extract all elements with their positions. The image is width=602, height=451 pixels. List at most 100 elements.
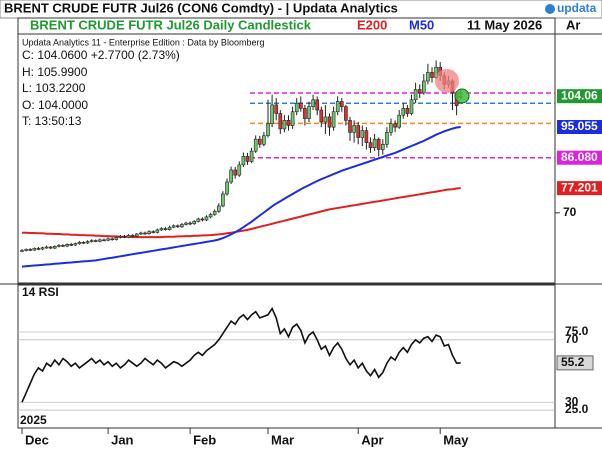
candle-body	[40, 247, 45, 250]
candle-body	[61, 245, 65, 247]
candle-body	[311, 99, 315, 107]
overlay	[435, 69, 470, 104]
logo-icon	[545, 4, 555, 14]
candle-body	[339, 101, 344, 107]
legend-m50: M50	[409, 17, 434, 32]
y-tick-label: 75.0	[565, 324, 589, 338]
candle-body	[249, 150, 254, 162]
candle-body	[274, 104, 279, 114]
y-tick-label: 25.0	[565, 402, 589, 416]
candle-body	[331, 111, 336, 128]
candle-body	[430, 72, 434, 78]
value-label-box	[556, 355, 594, 371]
y-tick-label: 70	[565, 332, 579, 346]
candle-body	[81, 241, 86, 244]
candle-body	[393, 123, 397, 128]
x-tick-label: Mar	[271, 432, 294, 447]
candle-body	[143, 232, 147, 235]
candle-body	[270, 104, 274, 125]
info-low: L: 103.2200	[22, 81, 86, 95]
candle-body	[368, 142, 373, 149]
candle-body	[315, 99, 320, 111]
candle-body	[28, 249, 33, 251]
candle-body	[196, 218, 201, 222]
candle-body	[44, 246, 49, 249]
candle-body	[20, 250, 24, 252]
candle-body	[257, 138, 262, 145]
candle-body	[106, 238, 110, 241]
candle-body	[266, 123, 270, 137]
candle-body	[89, 240, 94, 242]
candle-body	[397, 114, 402, 128]
candle-body	[225, 181, 229, 195]
candle-body	[147, 231, 151, 234]
y-tick-label: 30	[565, 394, 579, 408]
candle-body	[32, 248, 37, 251]
candle-body	[36, 248, 41, 250]
candle-body	[278, 113, 283, 130]
candle-body	[237, 164, 242, 176]
value-label-box	[557, 119, 602, 134]
value-label-box	[557, 181, 602, 196]
candle-body	[48, 246, 53, 249]
value-label: 95.055	[561, 119, 598, 133]
logo: updata	[557, 1, 597, 15]
candle-body	[380, 144, 385, 150]
candle-body	[167, 226, 172, 230]
candle-body	[139, 232, 143, 235]
candle-body	[204, 216, 209, 221]
value-label: 104.06	[561, 88, 598, 102]
candle-body	[163, 228, 168, 230]
candle-body	[65, 244, 69, 247]
candle-body	[102, 239, 106, 242]
candle-body	[229, 169, 233, 183]
candle-body	[286, 120, 291, 126]
candle-body	[376, 138, 381, 150]
candle-body	[385, 132, 389, 145]
candle-body	[94, 240, 98, 242]
candle-body	[241, 155, 246, 166]
candle-body	[217, 205, 221, 212]
axis-tab: Ar	[566, 17, 580, 32]
edition-note: Updata Analytics 11 - Enterprise Edition…	[22, 37, 264, 47]
info-time: T: 13:50:13	[22, 114, 82, 128]
candle-body	[176, 225, 180, 228]
highlight-dot	[454, 88, 470, 104]
candle-body	[208, 214, 213, 218]
candle-body	[335, 101, 340, 113]
y-tick-label: 70	[563, 205, 577, 219]
candle-body	[52, 246, 57, 249]
candle-body	[413, 89, 418, 101]
candle-body	[233, 169, 237, 176]
candle-body	[135, 233, 139, 237]
candle-body	[118, 236, 123, 238]
value-label: 55.2	[561, 355, 585, 369]
candle-body	[426, 72, 430, 82]
x-tick-label: Apr	[361, 432, 383, 447]
info-open: O: 104.0000	[22, 98, 88, 112]
value-label-box	[557, 150, 602, 165]
candle-body	[294, 102, 299, 113]
info-close: C: 104.0600 +2.7700 (2.73%)	[22, 48, 180, 62]
marks	[18, 60, 555, 411]
candle-body	[171, 225, 176, 228]
candle-body	[298, 102, 303, 109]
candle-body	[192, 221, 196, 225]
candle-body	[57, 245, 61, 247]
candle-body	[360, 130, 365, 138]
candle-body	[245, 155, 250, 162]
candle-body	[352, 125, 356, 133]
x-tick-label: Feb	[193, 432, 216, 447]
candle-body	[159, 228, 164, 231]
candle-body	[262, 135, 266, 145]
chart-title: BRENT CRUDE FUTR Jul26 Daily Candlestick	[30, 17, 312, 32]
axis-labels: Dec Jan Feb Mar Apr May 70 86.080 77.201 95.055 10…	[21, 88, 602, 447]
candle-body	[212, 211, 217, 215]
candle-body	[417, 89, 422, 94]
rsi-title: 14 RSI	[22, 285, 59, 299]
candle-body	[151, 231, 155, 233]
candle-body	[126, 235, 131, 238]
candle-body	[155, 229, 160, 233]
